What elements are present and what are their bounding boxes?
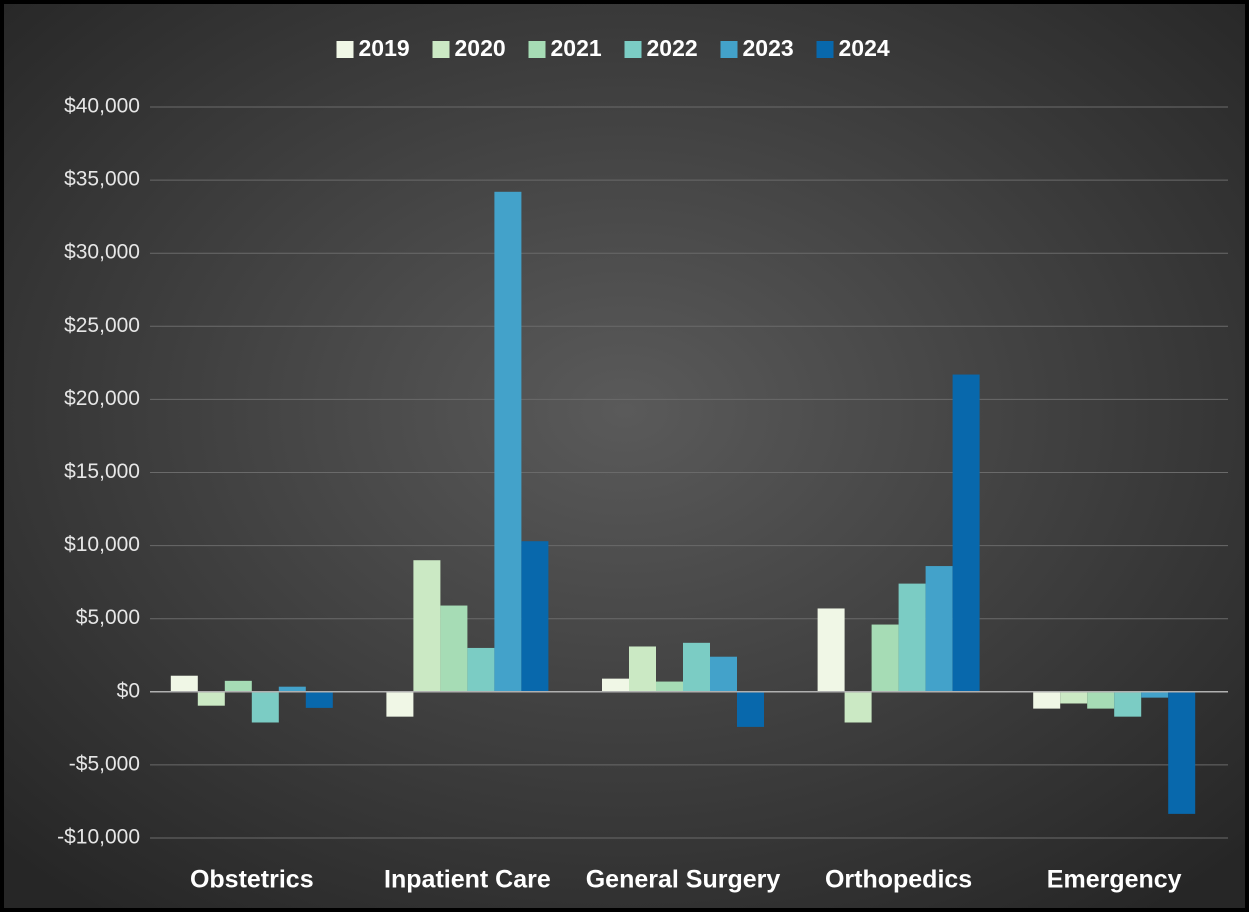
bar bbox=[278, 686, 306, 692]
x-tick-label: General Surgery bbox=[586, 866, 781, 894]
legend-swatch bbox=[816, 41, 834, 58]
y-tick-label: $20,000 bbox=[64, 387, 140, 410]
legend-label: 2019 bbox=[359, 35, 410, 61]
y-tick-label: $35,000 bbox=[64, 168, 140, 191]
legend-swatch bbox=[336, 41, 354, 58]
bar bbox=[629, 646, 656, 692]
x-tick-label: Emergency bbox=[1047, 866, 1182, 894]
bar bbox=[1060, 691, 1088, 704]
bar bbox=[952, 374, 980, 692]
legend-swatch bbox=[528, 41, 546, 58]
bar bbox=[386, 691, 414, 717]
bar bbox=[656, 681, 683, 692]
legend-label: 2021 bbox=[551, 35, 602, 61]
x-tick-label: Inpatient Care bbox=[384, 866, 551, 894]
bar bbox=[925, 566, 953, 692]
legend-label: 2023 bbox=[743, 35, 794, 61]
bar bbox=[170, 675, 198, 692]
y-tick-label: $10,000 bbox=[64, 533, 140, 556]
bar bbox=[871, 624, 899, 692]
y-tick-label: $15,000 bbox=[64, 460, 140, 483]
y-tick-label: $40,000 bbox=[64, 95, 140, 118]
bar bbox=[737, 691, 764, 727]
bar bbox=[305, 691, 333, 708]
legend-swatch bbox=[624, 41, 642, 58]
bar bbox=[1141, 691, 1169, 698]
bar bbox=[494, 191, 522, 692]
legend-swatch bbox=[432, 41, 450, 58]
bar bbox=[197, 691, 225, 706]
y-tick-label: -$10,000 bbox=[57, 826, 140, 849]
legend-label: 2024 bbox=[839, 35, 890, 61]
x-tick-label: Obstetrics bbox=[190, 866, 314, 894]
bar bbox=[1033, 691, 1061, 709]
y-tick-label: -$5,000 bbox=[69, 752, 140, 775]
y-tick-label: $0 bbox=[117, 679, 140, 702]
legend-swatch bbox=[720, 41, 738, 58]
legend-label: 2022 bbox=[647, 35, 698, 61]
bar bbox=[521, 541, 549, 692]
bar bbox=[440, 605, 468, 692]
y-tick-label: $5,000 bbox=[76, 606, 140, 629]
bar bbox=[683, 642, 710, 692]
bar bbox=[710, 656, 737, 692]
bar bbox=[898, 583, 926, 692]
bar bbox=[1114, 691, 1142, 717]
legend-label: 2020 bbox=[455, 35, 506, 61]
y-tick-label: $25,000 bbox=[64, 314, 140, 337]
bar bbox=[844, 691, 872, 723]
bar bbox=[413, 560, 441, 692]
bar bbox=[1168, 691, 1196, 814]
bar bbox=[251, 691, 279, 723]
bar bbox=[224, 680, 252, 692]
bar bbox=[467, 647, 495, 692]
bar bbox=[602, 678, 629, 692]
background bbox=[4, 4, 1245, 908]
bar bbox=[817, 608, 845, 692]
bar bbox=[1087, 691, 1115, 709]
x-tick-label: Orthopedics bbox=[825, 866, 972, 894]
y-tick-label: $30,000 bbox=[64, 241, 140, 264]
